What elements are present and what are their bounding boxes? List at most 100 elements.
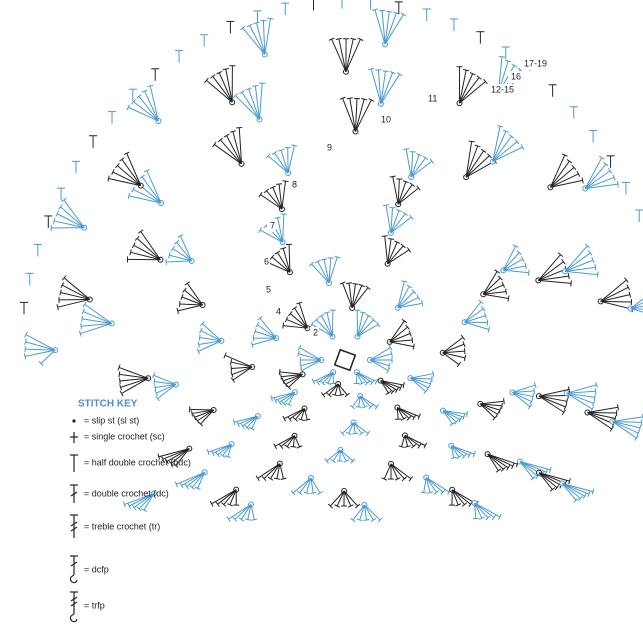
stitch-top: [232, 419, 236, 426]
stitch-top: [390, 350, 393, 357]
stitch-line: [186, 471, 205, 487]
stitch-top: [297, 344, 302, 351]
stitch-line: [355, 99, 372, 132]
stitch-line: [538, 279, 572, 284]
stitch-line: [331, 38, 347, 73]
stitch-top: [476, 75, 482, 80]
label-bg: [378, 114, 387, 126]
stitch-line: [359, 504, 365, 521]
stitch-line: [474, 502, 495, 518]
stitch-line: [479, 403, 496, 419]
stitch-line: [270, 463, 281, 479]
stitch-top: [382, 204, 390, 207]
stitch-line: [450, 445, 465, 457]
stitch-line: [397, 181, 407, 205]
stitch-line: [274, 435, 295, 447]
stitch-top: [420, 491, 427, 494]
stitch-top: [143, 169, 150, 173]
stitch-line: [263, 463, 281, 479]
stitch-top: [296, 301, 303, 305]
stitch-top: [355, 406, 362, 408]
stitch-top: [127, 192, 130, 199]
stitch-top: [591, 488, 595, 495]
stitch-top: [170, 245, 175, 252]
stitch-line: [483, 284, 504, 295]
stitch-line: [133, 101, 159, 122]
stitch-line: [353, 422, 356, 434]
stitch-line: [288, 244, 291, 273]
stitch-top: [467, 452, 472, 459]
stitch-line: [255, 330, 277, 339]
stitch-top: [557, 252, 564, 257]
round-label: 4: [276, 306, 281, 316]
stitch-top: [406, 415, 412, 421]
stitch-top: [273, 443, 278, 450]
stitch-top: [365, 430, 371, 437]
stitch-top: [172, 463, 179, 468]
stitch-line: [25, 348, 56, 351]
stitch-line: [172, 248, 192, 262]
stitch-line: [351, 285, 363, 309]
stitch-line: [442, 343, 465, 354]
stitch-line: [128, 106, 159, 122]
round-label: 10: [381, 114, 391, 124]
stitch-top: [387, 362, 391, 369]
stitch-line: [247, 504, 252, 520]
stitch-top: [416, 294, 421, 301]
stitch-top: [327, 503, 333, 509]
stitch-line: [381, 10, 386, 45]
stitch-top: [339, 430, 345, 437]
stitch-line: [348, 422, 355, 434]
stitch-line: [283, 408, 305, 420]
stitch-line: [442, 352, 460, 365]
stitch-line: [199, 337, 222, 342]
stitch-line: [348, 283, 353, 308]
stitch-line: [294, 307, 308, 329]
stitch-line: [207, 443, 232, 453]
stitch-line: [512, 390, 535, 393]
stitch-top: [280, 477, 287, 481]
stitch-line: [538, 472, 558, 489]
stitch-line: [410, 157, 427, 178]
stitch-line: [363, 504, 367, 521]
stitch-line: [584, 157, 603, 189]
stitch-line: [298, 353, 322, 361]
stitch-top: [24, 338, 27, 345]
stitch-line: [198, 340, 222, 352]
stitch-line: [272, 187, 283, 210]
stitch-top: [197, 341, 200, 348]
label-bg: [261, 256, 270, 268]
stitch-line: [538, 472, 553, 490]
stitch-top: [520, 144, 525, 151]
stitch-line: [241, 91, 260, 120]
stitch-line: [465, 155, 490, 178]
stitch-line: [442, 350, 465, 354]
stitch-top: [432, 370, 435, 377]
stitch-top: [455, 503, 462, 507]
stitch-top: [122, 501, 126, 508]
stitch-top: [598, 155, 605, 160]
stitch-line: [474, 502, 483, 519]
stitch-line: [538, 395, 566, 408]
stitch-top: [368, 98, 375, 102]
stitch-line: [184, 289, 203, 306]
stitch-line: [176, 471, 205, 485]
stitch-line: [389, 341, 414, 348]
stitch-line: [612, 421, 637, 439]
stitch-line: [410, 160, 433, 178]
stitch-top: [364, 380, 370, 386]
stitch-line: [179, 303, 203, 306]
stitch-top: [191, 410, 193, 417]
stitch-line: [397, 297, 419, 309]
stitch-line: [276, 463, 281, 479]
stitch-line: [177, 304, 203, 312]
stitch-line: [550, 173, 579, 188]
stitch-line: [410, 154, 420, 178]
stitch-top: [129, 249, 132, 256]
stitch-top: [483, 78, 488, 85]
stitch-line: [561, 483, 581, 499]
stitch-top: [284, 316, 289, 323]
stitch-top: [282, 180, 289, 183]
stitch-top: [258, 227, 263, 233]
stitch-line: [328, 383, 339, 396]
